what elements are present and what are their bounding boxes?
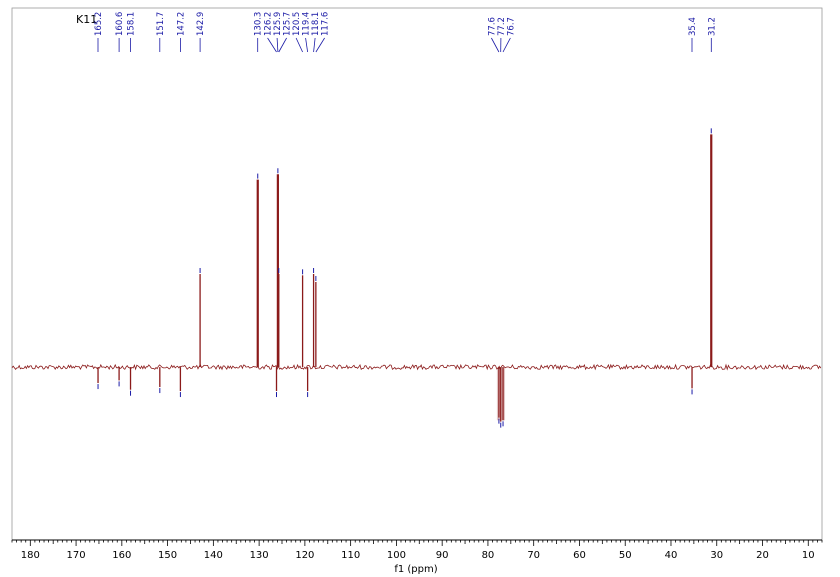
peak-label-group: 119.4 <box>302 12 312 53</box>
plot-border <box>11 7 823 541</box>
x-tick-label: 130 <box>250 550 269 561</box>
peak-label-group: 77.2 <box>497 17 507 53</box>
peak-label: 142.9 <box>196 12 206 36</box>
plot-frame <box>11 7 823 541</box>
peak-label: 165.2 <box>94 12 104 36</box>
peak-label-group: 130.3 <box>254 12 264 52</box>
sample-label: K11 <box>76 13 98 26</box>
peak-label: 119.4 <box>302 12 312 36</box>
peak-label: 77.6 <box>487 17 497 36</box>
peak-layer <box>97 128 713 428</box>
peak-label: 31.2 <box>707 17 717 36</box>
peak-label: 151.7 <box>156 12 166 36</box>
x-tick-label: 40 <box>665 550 678 561</box>
x-tick-label: 60 <box>573 550 586 561</box>
peak-leader-line <box>295 37 303 53</box>
solvent-band <box>496 367 506 421</box>
x-tick-label: 170 <box>67 550 86 561</box>
peak-label-group: 160.6 <box>115 12 125 52</box>
peak-label: 125.9 <box>273 12 283 36</box>
peak-label-group: 158.1 <box>127 12 137 52</box>
peak-label: 76.7 <box>506 17 516 36</box>
x-tick-label: 160 <box>112 550 131 561</box>
peak-label: 120.5 <box>292 12 302 36</box>
x-tick-label: 50 <box>619 550 632 561</box>
spectrum-layer <box>11 363 822 371</box>
peak-label: 130.3 <box>254 12 264 36</box>
x-tick-label: 120 <box>295 550 314 561</box>
peak-label-group: 120.5 <box>292 12 303 53</box>
peak-label-group: 117.6 <box>315 12 331 53</box>
peak-label-group: 142.9 <box>196 12 206 52</box>
x-tick-label: 140 <box>204 550 223 561</box>
x-tick-label: 30 <box>710 550 723 561</box>
peak-leader-line <box>491 37 500 53</box>
peak-label-group: 77.6 <box>487 17 500 53</box>
peak-label: 35.4 <box>688 17 698 36</box>
peak-label-group: 125.7 <box>278 12 293 53</box>
peak-leader-line <box>278 37 287 53</box>
peak-label-group: 35.4 <box>688 17 698 52</box>
peak-label-group: 147.2 <box>176 12 186 52</box>
peak-label: 77.2 <box>497 17 507 36</box>
x-tick-label: 150 <box>158 550 177 561</box>
x-tick-label: 80 <box>482 550 495 561</box>
x-tick-label: 20 <box>756 550 769 561</box>
peak-label: 147.2 <box>176 12 186 36</box>
x-axis-label: f1 (ppm) <box>394 564 437 575</box>
x-tick-label: 90 <box>436 550 449 561</box>
x-axis: 180 170 160 150 140 130 120 110 100 90 80 70 60 50 40 3… <box>11 539 823 561</box>
peak-label-group: 151.7 <box>156 12 166 52</box>
peak-label: 117.6 <box>321 12 331 36</box>
x-tick-label: 70 <box>527 550 540 561</box>
peak-label-group: 165.2 <box>94 12 104 52</box>
peak-label-group: 125.9 <box>273 12 283 53</box>
peak-label-group: 118.1 <box>311 12 321 53</box>
peak-leader-line <box>313 37 316 53</box>
peak-label: 126.2 <box>264 12 274 36</box>
peak-leader-line <box>267 37 277 53</box>
peak-leader-line <box>502 37 511 53</box>
peak-label-group: 31.2 <box>707 17 717 52</box>
peak-leader-line <box>276 37 279 53</box>
peak-label: 125.7 <box>283 12 293 36</box>
peak-label-layer: 165.2 160.6 158.1 151.7 147.2 142.9 130.3 126.2… <box>94 12 717 53</box>
x-tick-label: 180 <box>21 550 40 561</box>
peak-leader-line <box>305 37 308 53</box>
peak-label: 158.1 <box>127 12 137 36</box>
x-tick-label: 100 <box>387 550 406 561</box>
peak-leader-line <box>315 37 325 53</box>
peak-label-group: 76.7 <box>502 17 516 53</box>
peak-label: 160.6 <box>115 12 125 36</box>
x-tick-label: 10 <box>802 550 815 561</box>
x-tick-label: 110 <box>341 550 360 561</box>
peak-label: 118.1 <box>311 12 321 36</box>
peak-label-group: 126.2 <box>264 12 277 53</box>
spectrum-baseline <box>11 363 822 371</box>
